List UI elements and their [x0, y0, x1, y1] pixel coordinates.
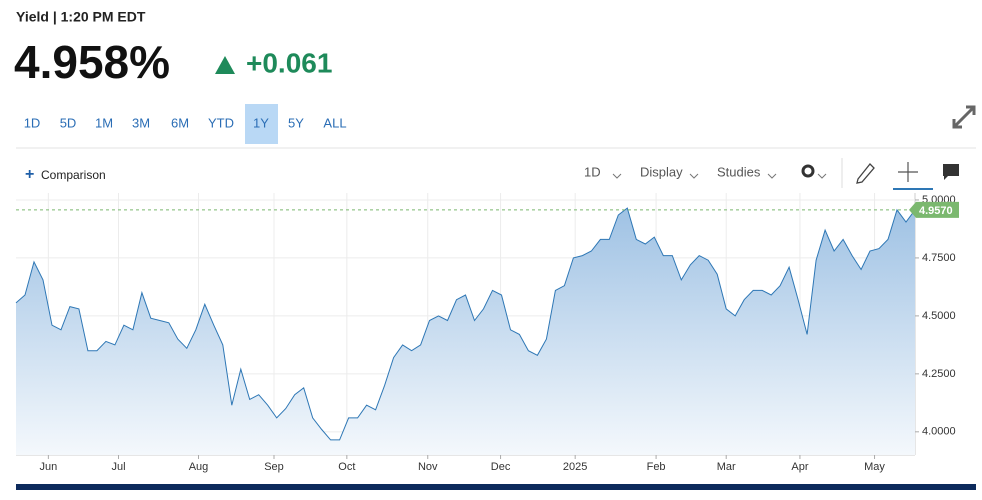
x-tick-label: Sep [264, 461, 284, 473]
range-button[interactable]: 6M [171, 115, 189, 130]
y-tick-label: 4.0000 [922, 426, 956, 438]
crosshair-icon[interactable] [898, 162, 918, 182]
reference-label: 4.9570 [919, 205, 953, 217]
up-arrow [215, 56, 235, 74]
y-tick-label: 4.2500 [922, 368, 956, 380]
reference-tag [909, 201, 959, 218]
y-tick-label: 4.7500 [922, 252, 956, 264]
x-tick-label: Nov [418, 461, 438, 473]
draw-icon[interactable] [856, 163, 875, 184]
range-buttons: 1D 5D 1M 3M 6M YTD 1Y 5Y ALL [24, 104, 347, 144]
range-button[interactable]: 5D [60, 115, 77, 130]
range-button[interactable]: 1Y [253, 115, 269, 130]
range-button[interactable]: 1D [24, 115, 41, 130]
price: 4.958% [14, 36, 170, 88]
range-button[interactable]: 5Y [288, 115, 304, 130]
x-tick-label: Dec [491, 461, 511, 473]
bottom-bar [16, 484, 976, 490]
header-label: Yield | 1:20 PM EDT [16, 9, 146, 25]
x-tick-label: May [864, 461, 885, 473]
x-tick-label: 2025 [563, 461, 587, 473]
display-button[interactable]: Display [640, 164, 683, 179]
range-button[interactable]: 3M [132, 115, 150, 130]
range-button[interactable]: ALL [323, 115, 346, 130]
change: +0.061 [246, 47, 332, 78]
comparison-button[interactable]: Comparison [41, 168, 106, 182]
range-selected [245, 104, 278, 144]
interval-button[interactable]: 1D [584, 164, 601, 179]
range-button[interactable]: YTD [208, 115, 234, 130]
x-tick-label: Aug [189, 461, 209, 473]
studies-button[interactable]: Studies [717, 164, 761, 179]
x-tick-label: Mar [717, 461, 736, 473]
x-tick-label: Jul [111, 461, 125, 473]
comment-icon[interactable] [943, 164, 959, 180]
plus-icon[interactable]: + [25, 166, 34, 183]
line [15, 207, 916, 441]
x-tick-label: Jun [39, 461, 57, 473]
area [16, 208, 915, 455]
expand-icon[interactable] [952, 105, 976, 129]
x-tick-label: Feb [647, 461, 666, 473]
x-tick-label: Oct [338, 461, 355, 473]
range-button[interactable]: 1M [95, 115, 113, 130]
dropdown-carets [612, 173, 827, 179]
y-tick-label: 4.5000 [922, 310, 956, 322]
settings-icon[interactable] [801, 164, 815, 178]
x-tick-label: Apr [791, 461, 808, 473]
